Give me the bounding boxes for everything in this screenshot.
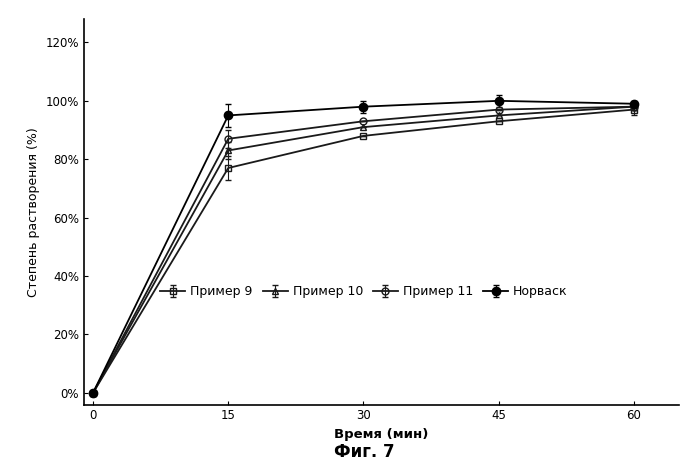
Y-axis label: Степень растворения (%): Степень растворения (%) [27, 127, 40, 297]
X-axis label: Время (мин): Время (мин) [335, 428, 428, 441]
Text: Фиг. 7: Фиг. 7 [334, 443, 394, 461]
Legend: Пример 9, Пример 10, Пример 11, Норваск: Пример 9, Пример 10, Пример 11, Норваск [160, 286, 568, 298]
